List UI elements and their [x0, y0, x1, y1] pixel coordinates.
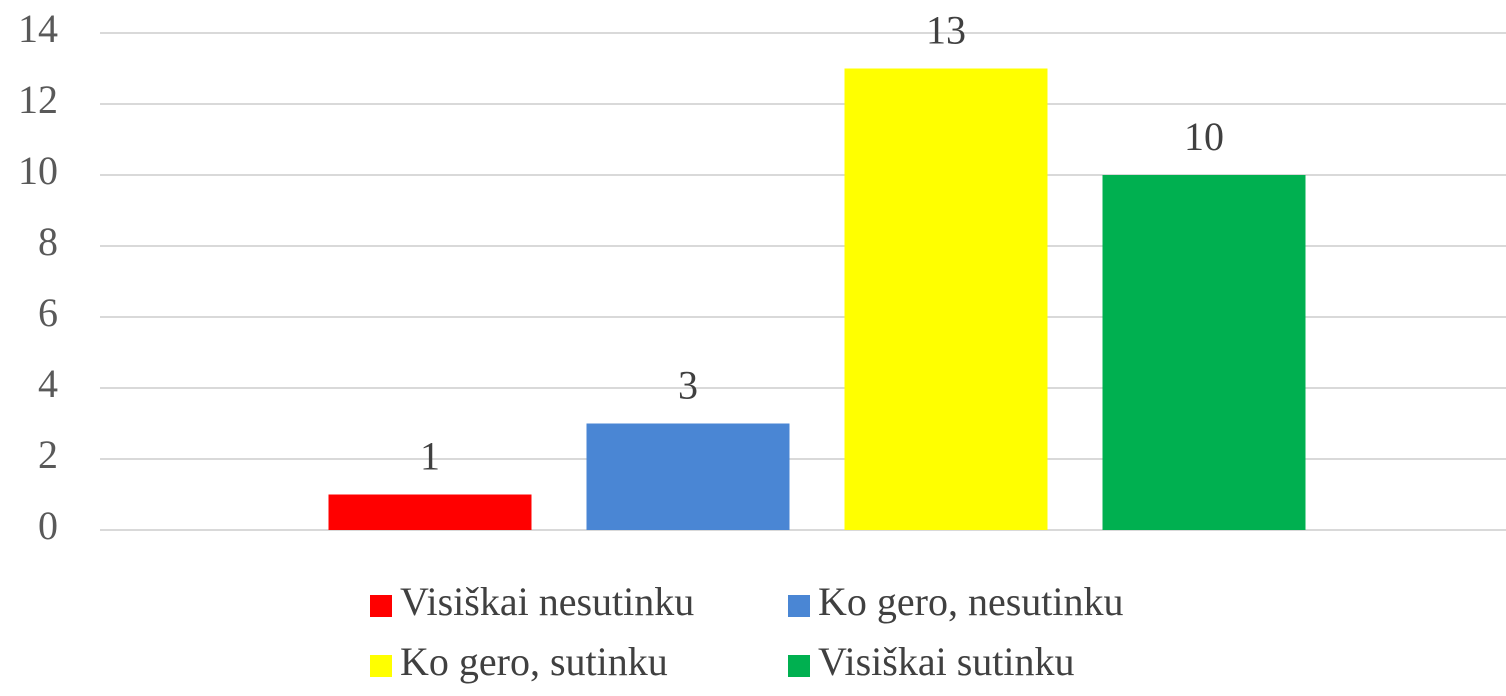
data-label: 10	[1184, 114, 1224, 159]
legend-label: Visiškai sutinku	[818, 639, 1075, 684]
bar	[844, 68, 1048, 530]
legend-swatch	[370, 655, 392, 677]
bar	[1102, 175, 1306, 530]
data-label: 13	[926, 8, 966, 53]
y-tick-label: 0	[38, 503, 58, 548]
y-tick-label: 14	[18, 6, 58, 51]
legend-label: Ko gero, nesutinku	[818, 579, 1124, 624]
y-tick-label: 6	[38, 290, 58, 335]
y-tick-label: 10	[18, 148, 58, 193]
legend-label: Ko gero, sutinku	[400, 639, 668, 684]
bar	[586, 423, 790, 530]
y-tick-label: 12	[18, 77, 58, 122]
legend-swatch	[788, 655, 810, 677]
data-label: 1	[420, 434, 440, 479]
legend-swatch	[370, 595, 392, 617]
legend-label: Visiškai nesutinku	[400, 579, 694, 624]
y-tick-label: 8	[38, 219, 58, 264]
legend-swatch	[788, 595, 810, 617]
bar	[328, 494, 532, 530]
y-tick-label: 4	[38, 361, 58, 406]
y-tick-label: 2	[38, 432, 58, 477]
data-label: 3	[678, 363, 698, 408]
